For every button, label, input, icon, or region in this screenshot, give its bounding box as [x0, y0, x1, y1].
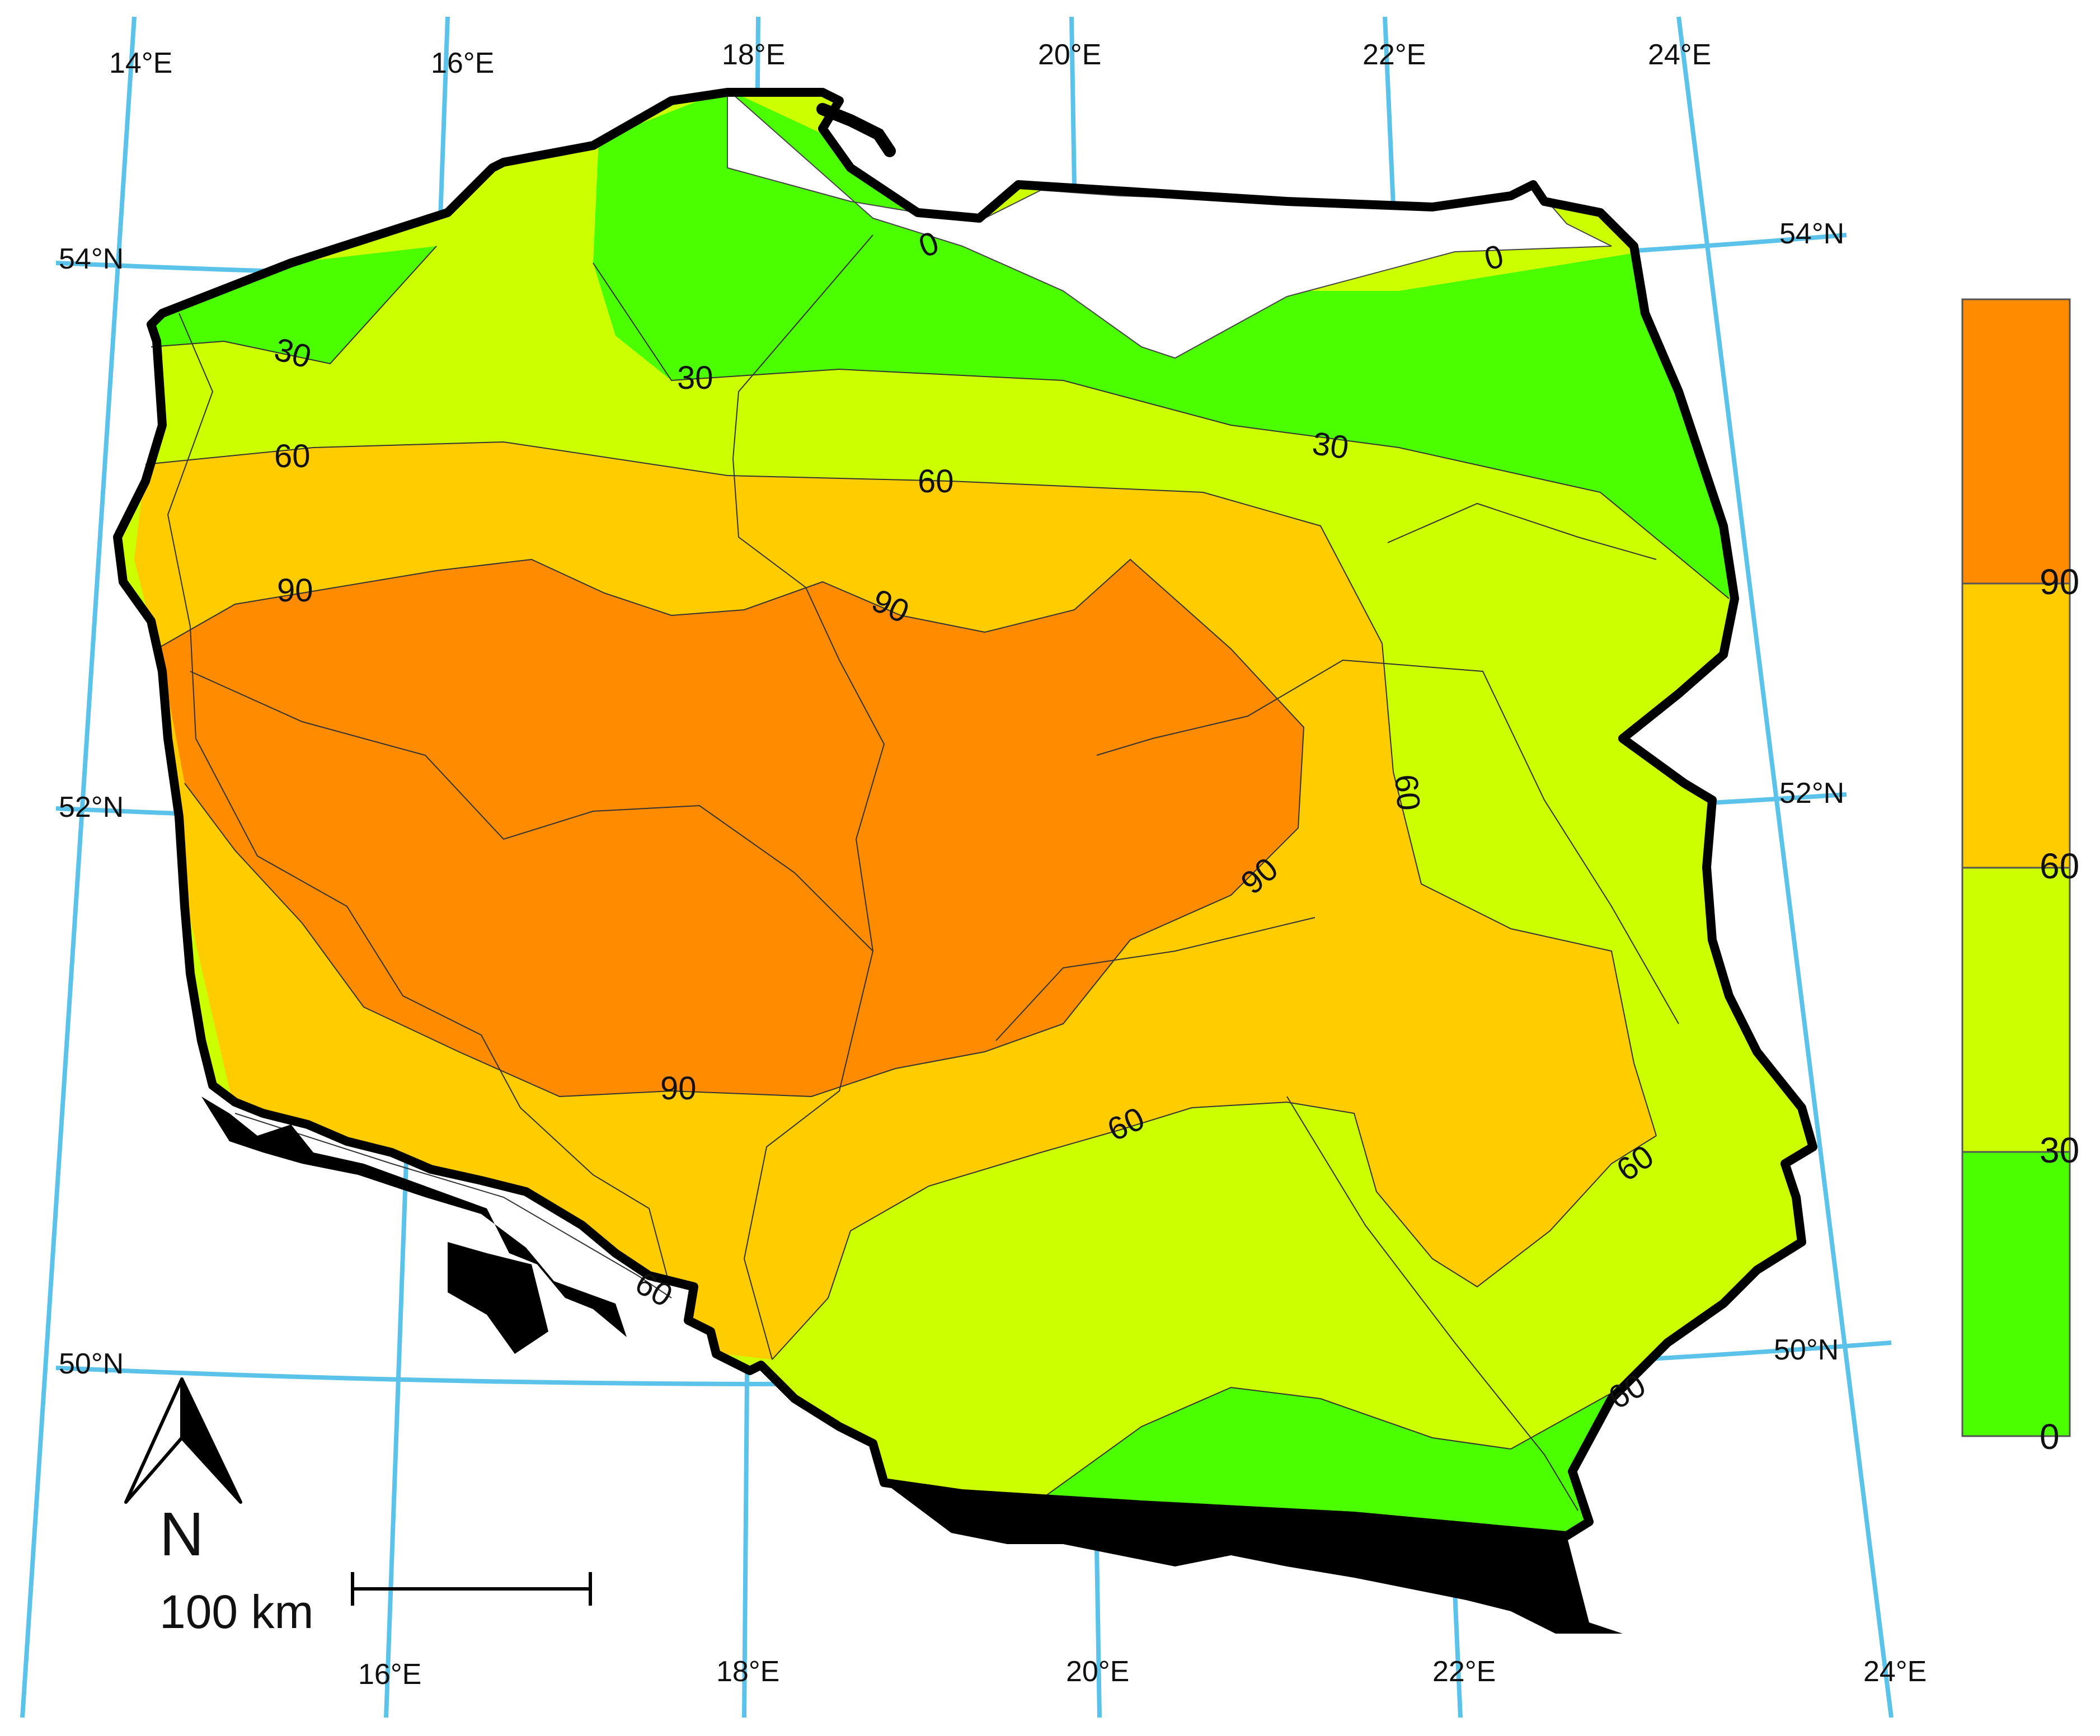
- legend-tick-label: 90: [2040, 562, 2079, 602]
- river-san: [1286, 1096, 1578, 1511]
- mountains-sudetes: [201, 1097, 627, 1337]
- legend: 90 60 30 0: [1961, 298, 2079, 1457]
- graticule-labels: 14°E 16°E 18°E 20°E 22°E 24°E 16°E 18°E …: [59, 39, 1927, 1691]
- contour-line-30-west: [151, 246, 437, 365]
- hel-peninsula: [816, 103, 896, 157]
- north-arrow-label: N: [159, 1500, 204, 1569]
- north-arrow-left-half: [124, 1377, 184, 1504]
- contour-label: 60: [1388, 773, 1427, 812]
- meridian-label-bottom-16e: 16°E: [358, 1658, 421, 1691]
- scale-bar-line: [351, 1572, 592, 1606]
- parallel-label-left-50n: 50°N: [59, 1348, 124, 1380]
- contour-line-90: [156, 558, 1305, 1098]
- parallel-label-right-54n: 54°N: [1779, 218, 1844, 250]
- meridian-label-bottom-24e: 24°E: [1863, 1655, 1927, 1688]
- meridian-label-bottom-22e: 22°E: [1432, 1655, 1496, 1688]
- parallel-label-left-52n: 52°N: [59, 791, 124, 824]
- mountain-belt: [201, 1097, 1623, 1634]
- meridian-label-top-16e: 16°E: [431, 47, 494, 79]
- contour-label: 90: [277, 572, 313, 609]
- meridian-24e: [1676, 16, 1894, 1718]
- parallel-label-left-54n: 54°N: [59, 243, 124, 275]
- legend-swatch-0-30: [1961, 1151, 2071, 1437]
- contour-label: 60: [918, 463, 954, 500]
- mountains-sudetes-east: [448, 1242, 548, 1354]
- meridian-label-top-14e: 14°E: [109, 47, 172, 79]
- meridian-label-top-18e: 18°E: [722, 39, 785, 71]
- contour-line-60-south: [772, 1101, 1657, 1360]
- contour-line-60-southwest: [234, 1113, 672, 1299]
- contour-line-0-south: [1040, 1386, 1612, 1500]
- legend-tick-label: 60: [2040, 846, 2079, 886]
- contour-label: 90: [660, 1070, 697, 1107]
- contour-label: 30: [677, 360, 713, 396]
- river-odra: [167, 313, 672, 1293]
- river-vistula: [732, 234, 885, 1360]
- legend-tick-label: 0: [2040, 1417, 2060, 1457]
- meridian-label-bottom-18e: 18°E: [716, 1655, 779, 1688]
- meridian-label-top-22e: 22°E: [1363, 39, 1426, 71]
- north-arrow-icon: N: [124, 1377, 242, 1569]
- legend-tick-label: 30: [2040, 1130, 2079, 1170]
- legend-swatch-30-60: [1961, 867, 2071, 1153]
- river-warta: [190, 671, 873, 952]
- river-narew: [1387, 502, 1657, 560]
- river-pilica: [995, 917, 1316, 1041]
- meridian-label-bottom-20e: 20°E: [1066, 1655, 1129, 1688]
- meridian-label-top-20e: 20°E: [1038, 39, 1101, 71]
- country-border: [113, 88, 1817, 1540]
- meridian-label-top-24e: 24°E: [1648, 39, 1711, 71]
- scale-bar-label: 100 km: [159, 1586, 313, 1638]
- rivers: [167, 234, 1679, 1511]
- contour-label: 60: [274, 438, 311, 474]
- contour-line-60-north: [145, 441, 1657, 1136]
- legend-swatch-60-90: [1961, 582, 2071, 869]
- scale-bar: 100 km: [159, 1572, 592, 1638]
- meridian-14e: [20, 16, 137, 1718]
- river-bug: [1096, 659, 1679, 1024]
- parallel-label-right-50n: 50°N: [1774, 1334, 1839, 1366]
- contour-line-30-north: [593, 262, 1730, 599]
- parallel-label-right-52n: 52°N: [1779, 777, 1844, 810]
- contour-label: 30: [1310, 425, 1351, 466]
- mountains-carpathians: [884, 1483, 1623, 1634]
- north-arrow-right-half: [180, 1377, 242, 1504]
- legend-swatch-90-plus: [1961, 298, 2071, 585]
- contours: [145, 246, 1730, 1500]
